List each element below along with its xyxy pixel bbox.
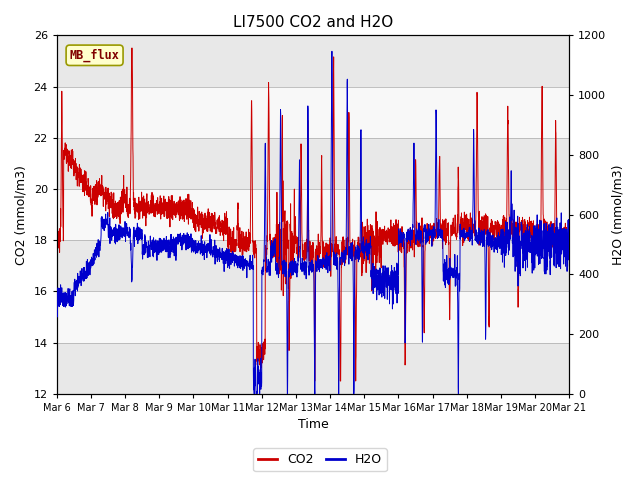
Line: CO2: CO2 [57, 48, 570, 381]
Bar [57, 189, 570, 240]
X-axis label: Time: Time [298, 419, 328, 432]
Text: MB_flux: MB_flux [70, 48, 120, 62]
Bar [57, 240, 570, 291]
Title: LI7500 CO2 and H2O: LI7500 CO2 and H2O [233, 15, 393, 30]
Y-axis label: H2O (mmol/m3): H2O (mmol/m3) [612, 164, 625, 265]
Bar [57, 291, 570, 343]
Y-axis label: CO2 (mmol/m3): CO2 (mmol/m3) [15, 165, 28, 264]
Bar [57, 343, 570, 394]
Bar [57, 36, 570, 86]
Legend: CO2, H2O: CO2, H2O [253, 448, 387, 471]
Line: H2O: H2O [57, 51, 570, 394]
Bar [57, 138, 570, 189]
Bar [57, 86, 570, 138]
